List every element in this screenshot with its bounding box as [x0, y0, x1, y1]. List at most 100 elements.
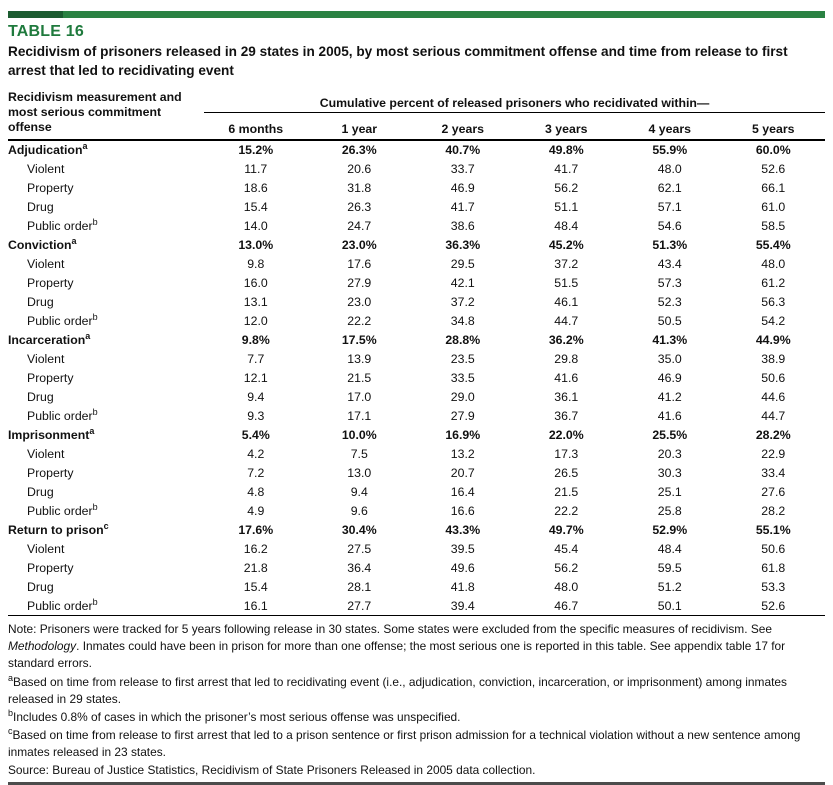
- footnote-marker: a: [8, 672, 14, 683]
- value-cell: 46.9: [657, 370, 682, 385]
- value-cell: 36.3%: [445, 238, 481, 253]
- value-cell: 9.8: [247, 257, 265, 272]
- value-cell: 50.1: [618, 596, 722, 617]
- value-cell: 66.1: [761, 181, 786, 196]
- footnote-marker: b: [92, 217, 98, 228]
- value-cell: 38.6: [450, 219, 475, 234]
- value-cell: 12.1: [243, 370, 268, 385]
- value-cell: 51.2: [657, 579, 682, 594]
- value-cell: 4.8: [247, 484, 265, 499]
- value-cell: 9.6: [350, 503, 368, 518]
- bottom-rule: [8, 782, 825, 785]
- value-cell: 13.9: [347, 352, 372, 366]
- row-label: Incarcerationa: [8, 330, 91, 348]
- row-label: Violent: [27, 541, 65, 556]
- value-cell: 49.7%: [548, 522, 584, 537]
- value-cell: 28.1: [347, 579, 372, 594]
- offense-row: Property 16.0 27.9 42.1 51.5 57.3 61.2: [8, 273, 825, 292]
- value-cell: 41.7: [554, 162, 579, 177]
- value-cell: 17.6%: [238, 522, 274, 537]
- column-header: 1 year: [307, 112, 411, 141]
- offense-row: Property 12.1 21.5 33.5 41.6 46.9 50.6: [8, 368, 825, 387]
- value-cell: 24.7: [347, 219, 372, 234]
- value-cell: 37.2: [554, 257, 579, 272]
- value-cell: 25.1: [657, 484, 682, 499]
- value-cell: 28.2: [761, 503, 786, 518]
- value-cell: 27.9: [450, 408, 475, 423]
- value-cell: 44.6: [761, 389, 786, 404]
- table-number-label: TABLE 16: [8, 23, 84, 40]
- value-cell: 13.1: [243, 295, 268, 310]
- value-cell: 53.3: [761, 579, 786, 594]
- column-header: 2 years: [411, 112, 515, 141]
- footnote-marker: b: [8, 707, 14, 718]
- value-cell: 38.9: [761, 352, 786, 366]
- offense-row: Drug 9.4 17.0 29.0 36.1 41.2 44.6: [8, 387, 825, 406]
- value-cell: 7.2: [247, 465, 265, 480]
- value-cell: 10.0%: [341, 427, 377, 442]
- value-cell: 21.5: [347, 370, 372, 385]
- row-label: Convictiona: [8, 236, 77, 253]
- value-cell: 57.3: [657, 276, 682, 291]
- value-cell: 9.4: [350, 484, 368, 499]
- footnote-c: cBased on time from release to first arr…: [8, 727, 823, 761]
- value-cell: 36.7: [554, 408, 579, 423]
- value-cell: 43.4: [657, 257, 682, 272]
- value-cell: 17.3: [554, 446, 579, 461]
- value-cell: 22.2: [554, 503, 579, 518]
- note-text-1: Note: Prisoners were tracked for 5 years…: [8, 622, 772, 637]
- value-cell: 51.3%: [652, 238, 688, 253]
- row-label: Adjudicationa: [8, 141, 88, 158]
- offense-row: Drug 4.8 9.4 16.4 21.5 25.1 27.6: [8, 482, 825, 501]
- value-cell: 36.2%: [548, 333, 584, 348]
- value-cell: 44.7: [554, 314, 579, 329]
- column-header-row: 6 months 1 year 2 years 3 years 4 years …: [8, 112, 825, 141]
- column-header: 5 years: [721, 112, 825, 141]
- value-cell: 15.2%: [238, 143, 274, 158]
- value-cell: 45.4: [554, 541, 579, 556]
- value-cell: 28.2%: [755, 427, 791, 442]
- value-cell: 9.8%: [241, 333, 270, 348]
- value-cell: 54.2: [761, 314, 786, 329]
- value-cell: 39.4: [411, 596, 515, 617]
- value-cell: 35.0: [657, 352, 682, 366]
- offense-row: Violent 7.7 13.9 23.5 29.8 35.0 38.9: [8, 349, 825, 368]
- value-cell: 26.5: [554, 465, 579, 480]
- value-cell: 9.3: [247, 408, 265, 423]
- column-header: 3 years: [514, 112, 618, 141]
- value-cell: 31.8: [347, 181, 372, 196]
- offense-row: Drug 15.4 28.1 41.8 48.0 51.2 53.3: [8, 577, 825, 596]
- offense-row: Property 18.6 31.8 46.9 56.2 62.1 66.1: [8, 179, 825, 198]
- value-cell: 22.0%: [548, 427, 584, 442]
- value-cell: 56.2: [554, 181, 579, 196]
- row-label: Return to prisonc: [8, 520, 109, 537]
- footnote-marker: a: [89, 425, 95, 436]
- value-cell: 26.3: [347, 200, 372, 215]
- value-cell: 13.2: [450, 446, 475, 461]
- value-cell: 17.0: [347, 389, 372, 404]
- row-label: Violent: [27, 162, 65, 177]
- value-cell: 11.7: [244, 162, 268, 177]
- value-cell: 30.4%: [341, 522, 377, 537]
- value-cell: 27.9: [347, 276, 372, 291]
- value-cell: 23.0: [347, 295, 372, 310]
- offense-row: Violent 16.2 27.5 39.5 45.4 48.4 50.6: [8, 539, 825, 558]
- value-cell: 55.9%: [652, 143, 688, 158]
- footnote-marker: b: [92, 406, 98, 417]
- footnote-marker: a: [82, 141, 88, 152]
- row-label: Public orderb: [27, 501, 98, 518]
- value-cell: 50.6: [761, 370, 786, 385]
- row-label: Imprisonmenta: [8, 425, 95, 442]
- row-label: Public orderb: [27, 311, 98, 329]
- footnote-marker: b: [92, 596, 98, 607]
- offense-row: Public orderb 16.1 27.7 39.4 46.7 50.1 52.6: [8, 596, 825, 617]
- value-cell: 4.2: [247, 446, 265, 461]
- group-row: Convictiona 13.0% 23.0% 36.3% 45.2% 51.3% 55.4…: [8, 236, 825, 255]
- value-cell: 29.0: [450, 389, 475, 404]
- value-cell: 23.0%: [341, 238, 377, 253]
- value-cell: 27.5: [347, 541, 372, 556]
- table-header: Recidivism measurement and most serious …: [8, 89, 825, 141]
- value-cell: 40.7%: [445, 143, 481, 158]
- footnote-b: bIncludes 0.8% of cases in which the pri…: [8, 707, 823, 726]
- row-label: Violent: [27, 446, 65, 461]
